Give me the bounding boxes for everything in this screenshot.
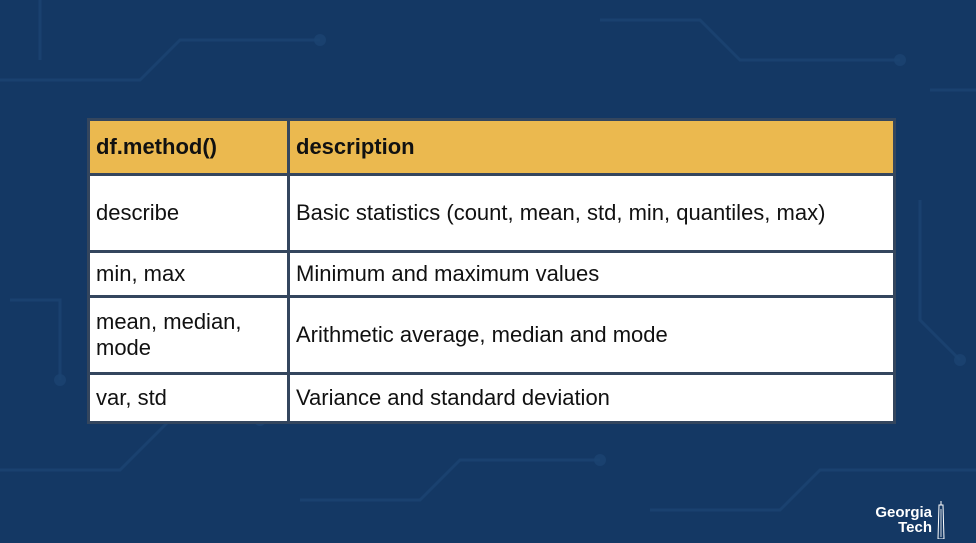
description-cell: Variance and standard deviation (287, 372, 896, 424)
table-row: describe Basic statistics (count, mean, … (87, 173, 896, 253)
georgia-tech-logo: Georgia Tech (860, 505, 932, 535)
description-cell: Basic statistics (count, mean, std, min,… (287, 173, 896, 253)
header-description: description (287, 118, 896, 176)
table-header-row: df.method() description (87, 118, 896, 176)
method-cell: mean, median, mode (87, 295, 290, 375)
methods-table-container: df.method() description describe Basic s… (87, 118, 896, 424)
logo-line-1: Georgia (875, 504, 932, 521)
table-row: var, std Variance and standard deviation (87, 372, 896, 424)
description-cell: Arithmetic average, median and mode (287, 295, 896, 375)
method-cell: var, std (87, 372, 290, 424)
table-row: mean, median, mode Arithmetic average, m… (87, 295, 896, 375)
header-method: df.method() (87, 118, 290, 176)
description-cell: Minimum and maximum values (287, 250, 896, 298)
methods-table: df.method() description describe Basic s… (87, 118, 896, 424)
logo-line-2: Tech (898, 519, 932, 536)
method-cell: describe (87, 173, 290, 253)
method-cell: min, max (87, 250, 290, 298)
tech-tower-icon (937, 501, 945, 539)
table-row: min, max Minimum and maximum values (87, 250, 896, 298)
